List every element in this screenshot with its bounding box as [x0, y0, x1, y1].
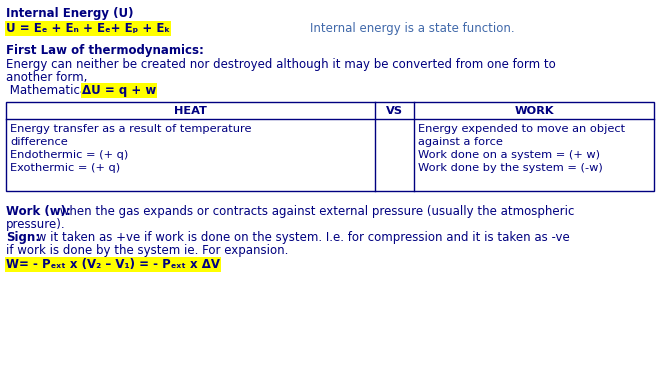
Text: Work done by the system = (-w): Work done by the system = (-w) [418, 163, 603, 173]
Text: Endothermic = (+ q): Endothermic = (+ q) [10, 150, 128, 160]
Text: HEAT: HEAT [174, 106, 207, 116]
Text: if work is done by the system ie. For expansion.: if work is done by the system ie. For ex… [6, 244, 288, 257]
Text: First Law of thermodynamics:: First Law of thermodynamics: [6, 44, 204, 57]
Text: VS: VS [386, 106, 403, 116]
Text: w it taken as +ve if work is done on the system. I.e. for compression and it is : w it taken as +ve if work is done on the… [33, 231, 570, 244]
Text: Internal energy is a state function.: Internal energy is a state function. [310, 22, 515, 35]
Text: Energy transfer as a result of temperature: Energy transfer as a result of temperatu… [10, 124, 251, 134]
Text: difference: difference [10, 137, 68, 147]
Text: when the gas expands or contracts against external pressure (usually the atmosph: when the gas expands or contracts agains… [56, 205, 574, 218]
Text: ΔU = q + w: ΔU = q + w [82, 84, 156, 97]
Text: WORK: WORK [514, 106, 554, 116]
Text: Exothermic = (+ q): Exothermic = (+ q) [10, 163, 120, 173]
Text: Energy can neither be created nor destroyed although it may be converted from on: Energy can neither be created nor destro… [6, 58, 556, 71]
Text: another form,: another form, [6, 71, 87, 84]
Text: pressure).: pressure). [6, 218, 65, 231]
Text: Work (w):: Work (w): [6, 205, 71, 218]
Text: Work done on a system = (+ w): Work done on a system = (+ w) [418, 150, 600, 160]
Text: against a force: against a force [418, 137, 503, 147]
Text: W= - Pₑₓₜ x (V₂ – V₁) = - Pₑₓₜ x ΔV: W= - Pₑₓₜ x (V₂ – V₁) = - Pₑₓₜ x ΔV [6, 258, 220, 271]
Text: Energy expended to move an object: Energy expended to move an object [418, 124, 626, 134]
Text: Sign:: Sign: [6, 231, 40, 244]
Text: Mathematically:: Mathematically: [6, 84, 108, 97]
Text: Internal Energy (U): Internal Energy (U) [6, 7, 133, 20]
Text: U = Eₑ + Eₙ + Eₑ+ Eₚ + Eₖ: U = Eₑ + Eₙ + Eₑ+ Eₚ + Eₖ [6, 22, 170, 35]
